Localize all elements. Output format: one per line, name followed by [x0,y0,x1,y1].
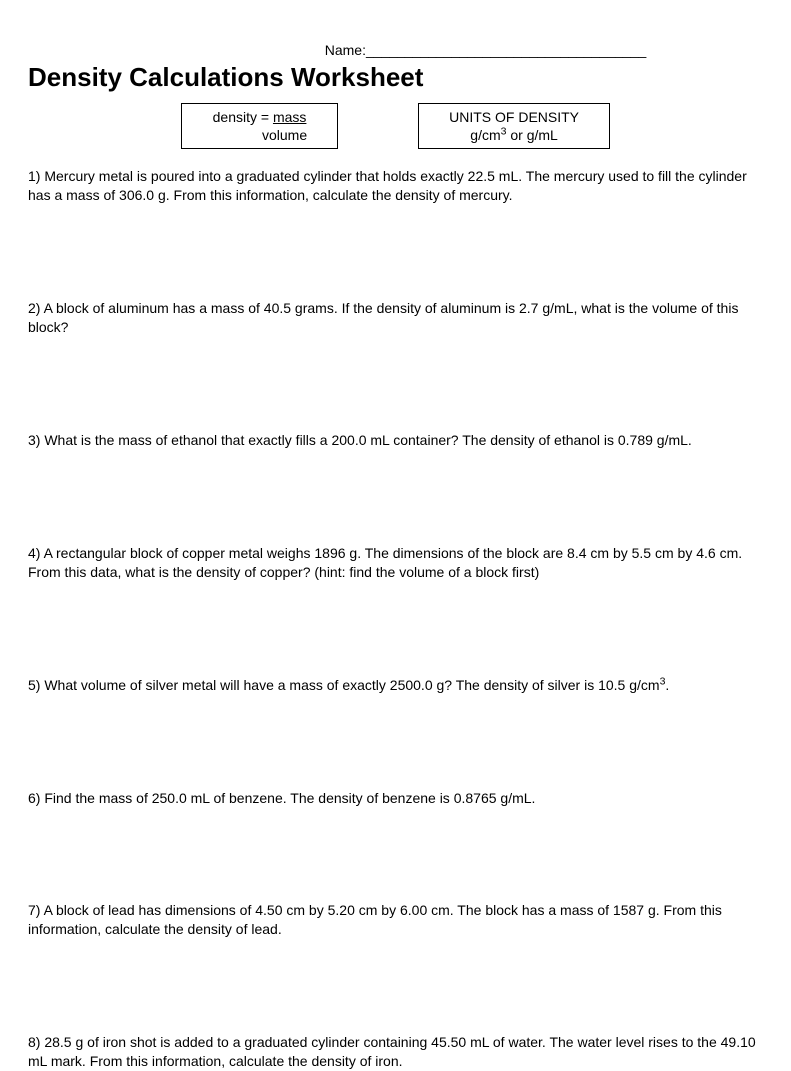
formula-row: density = mass volume UNITS OF DENSITY g… [28,103,763,149]
formula-line-1: density = mass [212,108,307,126]
name-field-line: Name:___________________________________… [28,42,763,58]
formula-numerator: mass [273,109,306,125]
question-4: 4) A rectangular block of copper metal w… [28,544,763,582]
worksheet-title: Density Calculations Worksheet [28,62,763,93]
units-box: UNITS OF DENSITY g/cm3 or g/mL [418,103,610,149]
density-formula-box: density = mass volume [181,103,338,149]
formula-prefix: density = [213,109,273,125]
question-1: 1) Mercury metal is poured into a gradua… [28,167,763,205]
question-6: 6) Find the mass of 250.0 mL of benzene.… [28,789,763,808]
questions-container: 1) Mercury metal is poured into a gradua… [28,167,763,1071]
question-5: 5) What volume of silver metal will have… [28,676,763,695]
question-7: 7) A block of lead has dimensions of 4.5… [28,901,763,939]
formula-line-2: volume [212,126,307,144]
units-line-1: UNITS OF DENSITY [449,108,579,126]
question-2: 2) A block of aluminum has a mass of 40.… [28,299,763,337]
question-3: 3) What is the mass of ethanol that exac… [28,431,763,450]
question-8: 8) 28.5 g of iron shot is added to a gra… [28,1033,763,1071]
units-line-2: g/cm3 or g/mL [449,126,579,144]
